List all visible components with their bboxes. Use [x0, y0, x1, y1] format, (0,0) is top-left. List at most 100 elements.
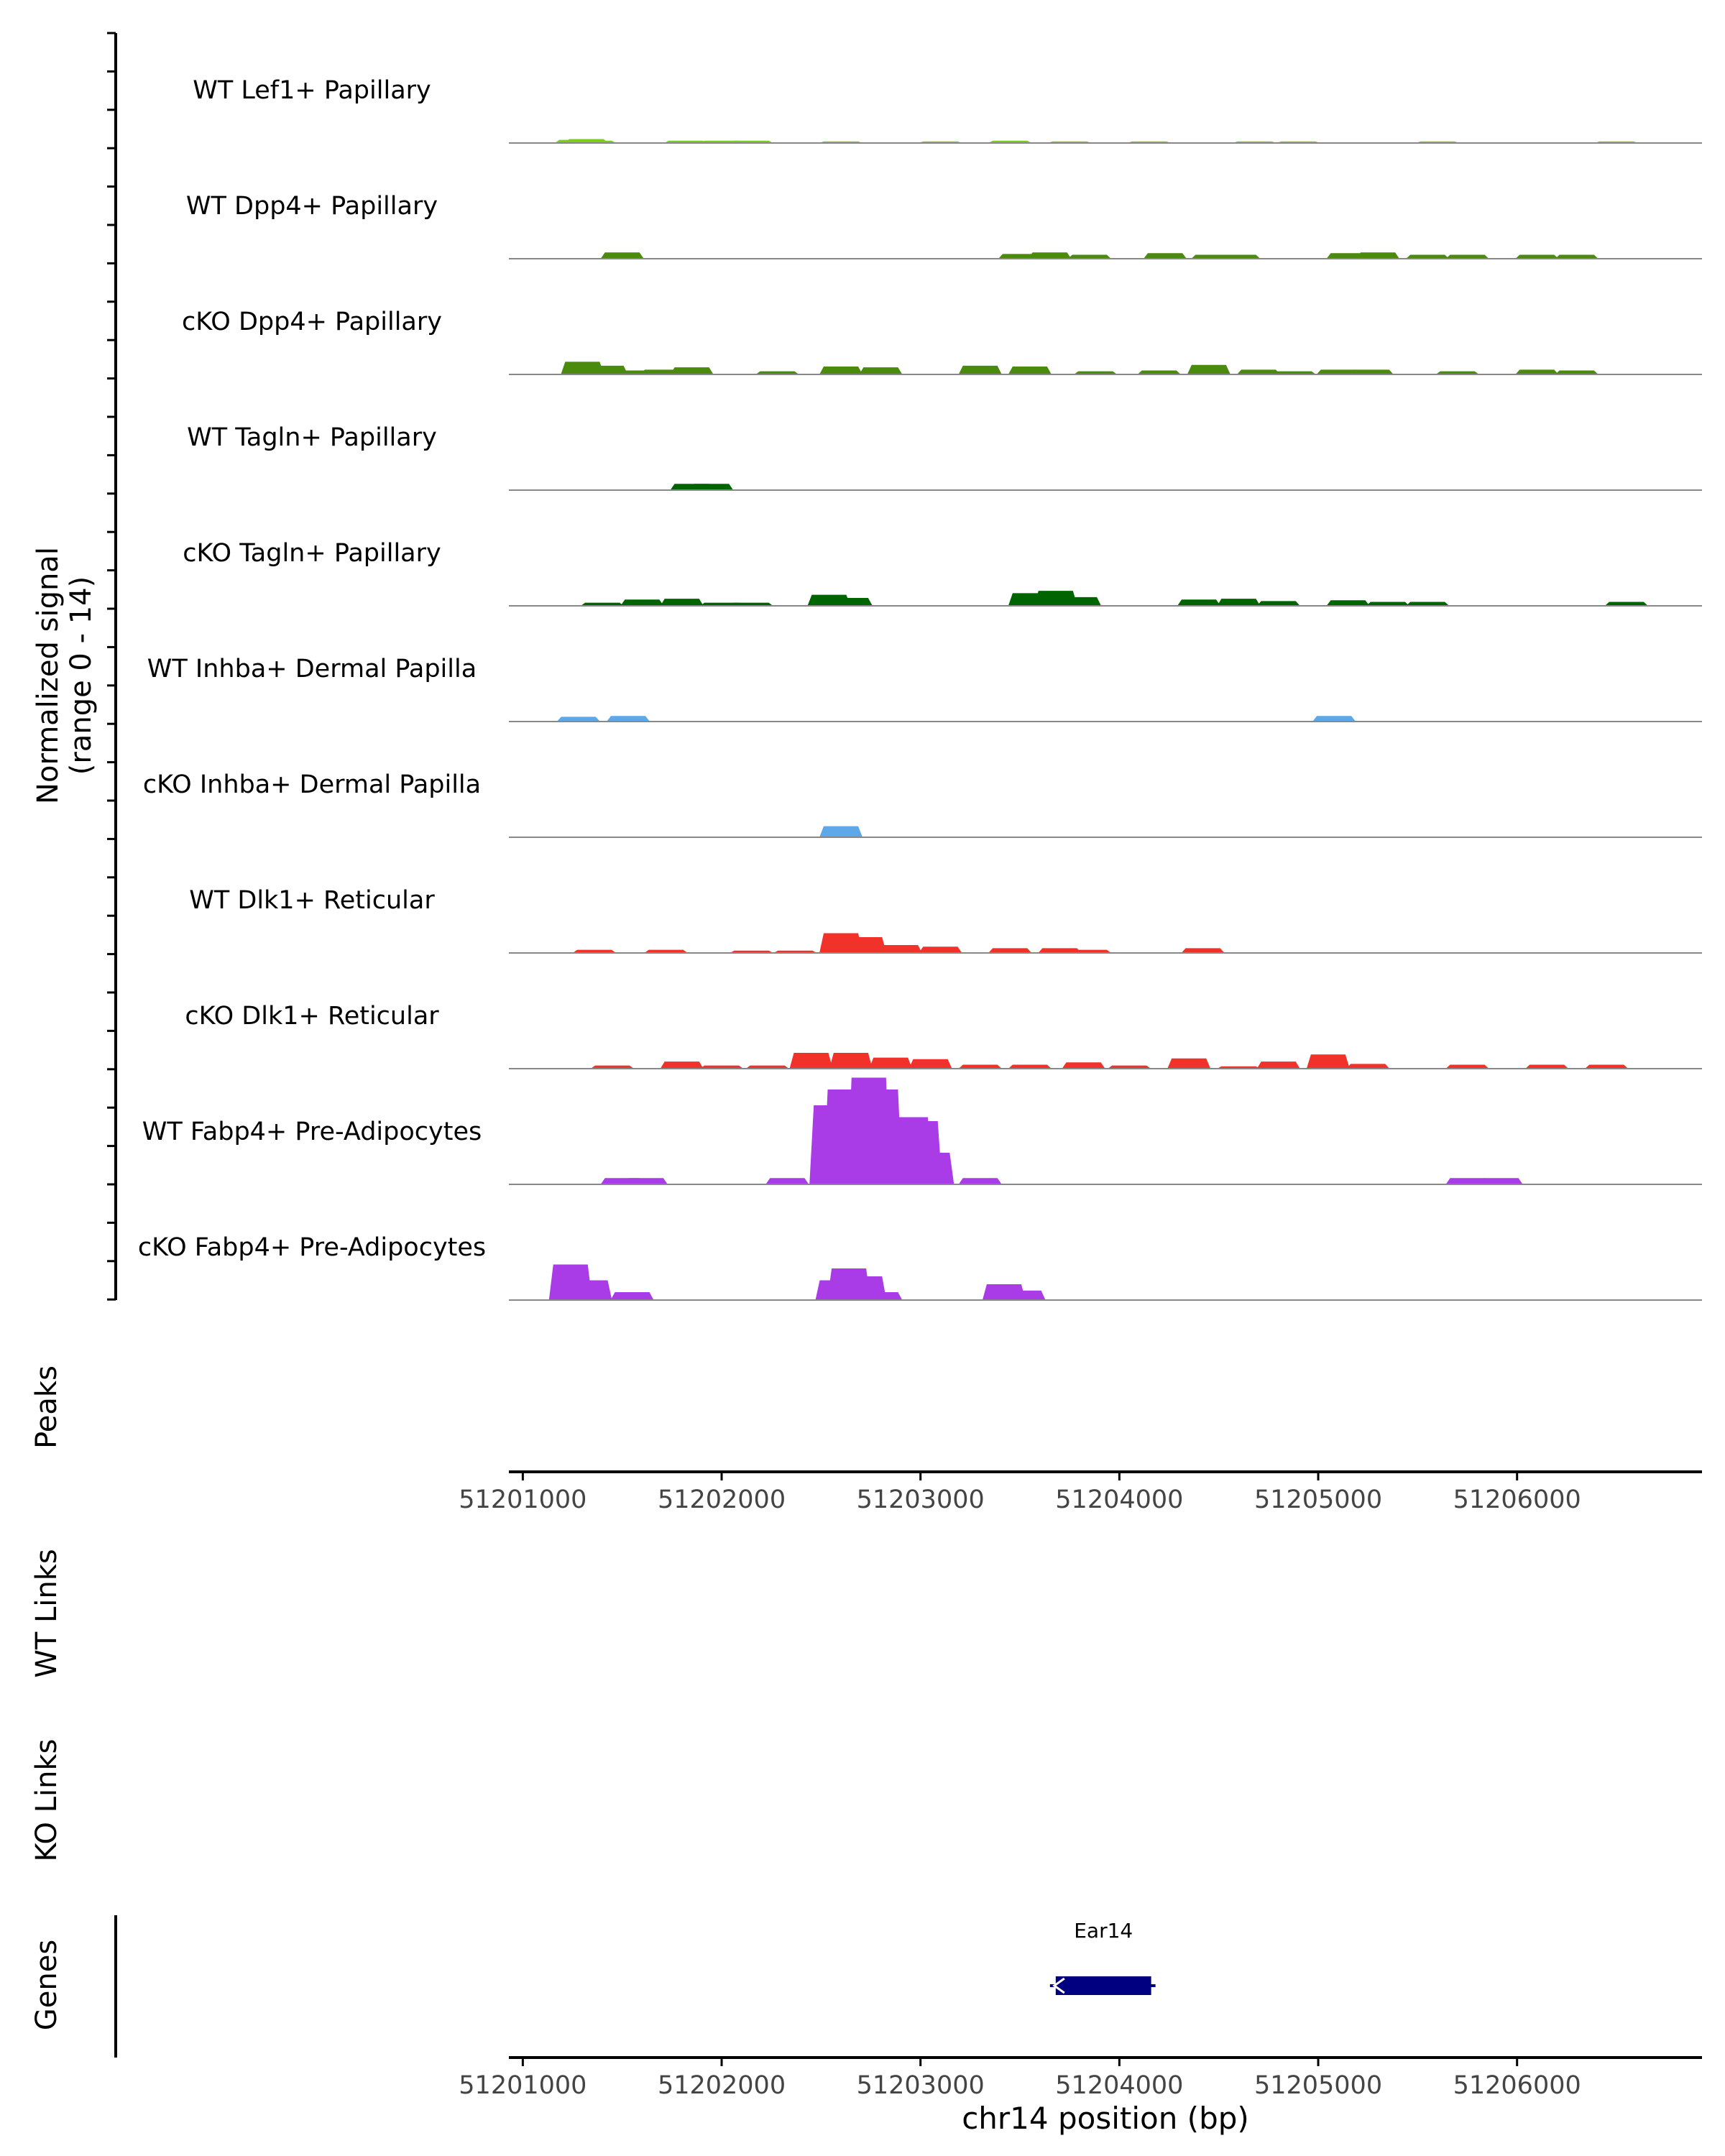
coverage-bin	[1406, 254, 1450, 259]
coverage-bin	[1067, 949, 1111, 953]
coverage-bin	[1167, 1058, 1211, 1069]
coverage-bin	[1479, 1178, 1523, 1184]
x-axis-tick-label: 51205000	[1254, 1485, 1382, 1514]
coverage-bin	[1350, 369, 1394, 374]
coverage-bin	[1326, 600, 1370, 606]
track-label: cKO Tagln+ Papillary	[183, 539, 441, 568]
coverage-bin	[1144, 253, 1187, 259]
coverage-bin	[572, 949, 616, 953]
track-label: WT Inhba+ Dermal Papilla	[147, 655, 477, 683]
gene-model: Ear14	[1049, 1919, 1156, 1995]
coverage-bin	[819, 826, 863, 837]
coverage-bin	[1237, 369, 1281, 374]
coverage-bin	[1187, 364, 1230, 374]
peaks-x-axis-ticks: 51201000 51202000 51203000 51204000 51205000…	[459, 1472, 1581, 1514]
coverage-bin	[569, 1280, 612, 1300]
track-label: cKO Dlk1+ Reticular	[185, 1002, 439, 1031]
coverage-bin	[1406, 602, 1450, 606]
peaks-panel-label: Peaks	[30, 1365, 63, 1449]
coverage-bin	[1515, 369, 1559, 374]
track-label: WT Fabp4+ Pre-Adipocytes	[142, 1118, 482, 1146]
coverage-track: cKO Fabp4+ Pre-Adipocytes	[138, 1233, 1702, 1301]
x-axis-tick-label: 51203000	[857, 1485, 985, 1514]
coverage-bin	[581, 602, 625, 606]
coverage-bin	[859, 367, 903, 374]
coverage-bin	[1028, 252, 1072, 259]
coverage-bin	[908, 1059, 952, 1069]
track-label: WT Dlk1+ Reticular	[189, 886, 435, 915]
coverage-bin	[1177, 599, 1221, 606]
coverage-bin	[660, 1061, 704, 1069]
coverage-bin	[1002, 1290, 1046, 1300]
coverage-bin	[1062, 1062, 1105, 1069]
coverage-bin	[869, 1057, 913, 1069]
track-label: cKO Dpp4+ Papillary	[182, 308, 442, 336]
coverage-bin	[620, 599, 664, 606]
coverage-bin	[624, 1178, 668, 1184]
coverage-track: WT Fabp4+ Pre-Adipocytes	[142, 1077, 1702, 1185]
coverage-bin	[1604, 602, 1648, 606]
coverage-bin	[755, 371, 799, 374]
coverage-bin	[1445, 254, 1489, 259]
x-axis-tick-label: 51202000	[658, 2071, 786, 2100]
x-axis-tick-label: 51206000	[1453, 1485, 1581, 1514]
track-label: WT Dpp4+ Papillary	[186, 192, 438, 221]
coverage-bin	[919, 946, 962, 953]
coverage-bin	[1366, 602, 1409, 606]
coverage-bin	[600, 252, 644, 259]
coverage-bin	[590, 1065, 634, 1069]
coverage-tracks: WT Lef1+ Papillary WT Dpp4+ Papillary cKO …	[138, 76, 1702, 1301]
ko-links-panel-label: KO Links	[30, 1739, 63, 1862]
track-label: cKO Inhba+ Dermal Papilla	[143, 770, 481, 799]
x-axis-tick-label: 51202000	[658, 1485, 786, 1514]
coverage-bin	[1008, 367, 1052, 374]
x-axis-tick-label: 51204000	[1055, 2071, 1183, 2100]
coverage-bin	[829, 598, 873, 606]
signal-axis-ticks	[107, 32, 116, 1301]
coverage-bin	[1445, 1178, 1489, 1184]
coverage-bin	[1316, 369, 1360, 374]
coverage-bin	[859, 1292, 903, 1300]
x-axis-tick-label: 51204000	[1055, 1485, 1183, 1514]
x-axis-tick-label: 51201000	[459, 2071, 586, 2100]
coverage-bin	[1445, 1064, 1489, 1069]
coverage-bin	[745, 1065, 789, 1069]
coverage-track: cKO Tagln+ Papillary	[183, 539, 1702, 607]
coverage-track: WT Dlk1+ Reticular	[189, 886, 1702, 954]
coverage-bin	[700, 1065, 744, 1069]
coverage-bin	[660, 599, 704, 606]
coverage-bin	[1346, 1064, 1390, 1069]
coverage-bin	[958, 1178, 1002, 1184]
coverage-bin	[1217, 599, 1261, 606]
genes-x-axis-ticks: 51201000 51202000 51203000 51204000 51205000…	[459, 2058, 1581, 2100]
coverage-bin	[1256, 1061, 1300, 1069]
track-label: cKO Fabp4+ Pre-Adipocytes	[138, 1233, 486, 1262]
coverage-bin	[819, 367, 863, 374]
x-axis-tick-label: 51206000	[1453, 2071, 1581, 2100]
coverage-bin	[988, 948, 1032, 953]
coverage-bin	[1074, 371, 1118, 374]
coverage-bin	[1181, 948, 1225, 953]
coverage-bin	[670, 367, 714, 374]
coverage-bin	[690, 484, 734, 490]
coverage-track: WT Dpp4+ Papillary	[186, 192, 1702, 259]
coverage-bin	[1555, 254, 1598, 259]
coverage-track: cKO Dpp4+ Papillary	[182, 308, 1702, 375]
wt-links-panel-label: WT Links	[30, 1549, 63, 1677]
coverage-bin	[556, 717, 600, 722]
coverage-bin	[765, 1178, 809, 1184]
coverage-track: cKO Dlk1+ Reticular	[185, 1002, 1702, 1069]
x-axis-tick-label: 51205000	[1254, 2071, 1382, 2100]
coverage-bin	[1067, 254, 1111, 259]
coverage-bin	[843, 937, 887, 953]
coverage-bin	[1356, 252, 1400, 259]
coverage-bin	[911, 1153, 954, 1184]
coverage-track: WT Lef1+ Papillary	[193, 76, 1702, 144]
x-axis-title: chr14 position (bp)	[962, 2101, 1249, 2136]
track-label: WT Tagln+ Papillary	[187, 423, 437, 452]
coverage-track: cKO Inhba+ Dermal Papilla	[143, 770, 1702, 838]
coverage-bin	[829, 1053, 873, 1069]
coverage-bin	[1008, 1064, 1052, 1069]
coverage-bin	[610, 1292, 654, 1300]
